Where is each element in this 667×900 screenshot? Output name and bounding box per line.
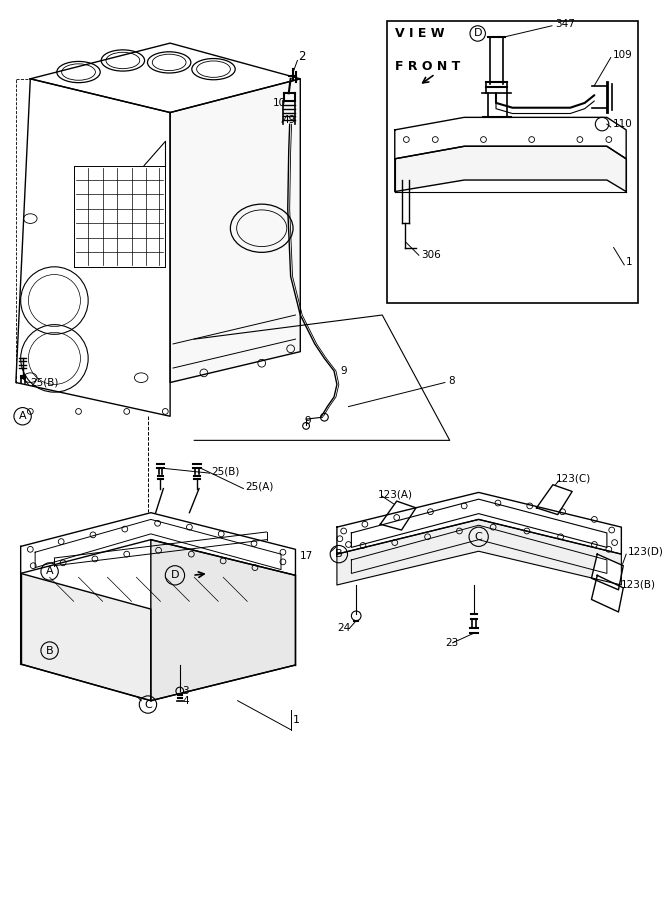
Text: 8: 8 [448, 375, 454, 385]
Polygon shape [21, 513, 295, 575]
Text: 49: 49 [283, 115, 296, 125]
Text: F R O N T: F R O N T [395, 59, 460, 73]
Text: 123(D): 123(D) [628, 546, 664, 556]
Polygon shape [337, 519, 622, 585]
Text: 17: 17 [300, 551, 313, 561]
Bar [387, 21, 638, 303]
Polygon shape [170, 79, 300, 382]
Polygon shape [30, 43, 300, 112]
Text: 347: 347 [555, 19, 575, 29]
Text: 123(B): 123(B) [620, 580, 656, 590]
Text: 306: 306 [421, 250, 441, 260]
Text: 10: 10 [273, 98, 286, 108]
Text: D: D [171, 571, 179, 580]
Polygon shape [395, 147, 626, 192]
Text: C: C [144, 699, 152, 709]
Text: A: A [46, 566, 53, 577]
Polygon shape [194, 315, 450, 440]
Text: 25(B): 25(B) [30, 377, 59, 388]
Polygon shape [151, 540, 295, 701]
Text: 23: 23 [445, 638, 458, 648]
Text: 25(A): 25(A) [245, 482, 273, 491]
Text: C: C [475, 532, 482, 542]
Polygon shape [21, 573, 151, 701]
Text: 2: 2 [298, 50, 306, 63]
Polygon shape [337, 492, 622, 554]
Text: 109: 109 [613, 50, 632, 59]
Text: B: B [335, 549, 343, 559]
Polygon shape [536, 485, 572, 515]
Text: 3: 3 [183, 686, 189, 696]
Polygon shape [592, 575, 623, 612]
Text: 9: 9 [341, 366, 348, 376]
Text: 123(A): 123(A) [378, 490, 412, 500]
Text: 1: 1 [293, 715, 299, 725]
Text: 4: 4 [183, 696, 189, 706]
Text: V I E W: V I E W [395, 27, 444, 40]
Text: A: A [19, 411, 27, 421]
Text: 123(C): 123(C) [556, 474, 591, 484]
Text: 24: 24 [337, 624, 350, 634]
Polygon shape [16, 79, 170, 417]
Text: D: D [474, 29, 482, 39]
Text: B: B [46, 645, 53, 655]
Polygon shape [592, 554, 623, 590]
Text: 110: 110 [613, 119, 632, 129]
Text: 9: 9 [304, 416, 311, 426]
Text: 1: 1 [626, 257, 633, 267]
Text: 25(B): 25(B) [211, 466, 240, 476]
Polygon shape [380, 501, 416, 530]
Polygon shape [395, 117, 626, 158]
